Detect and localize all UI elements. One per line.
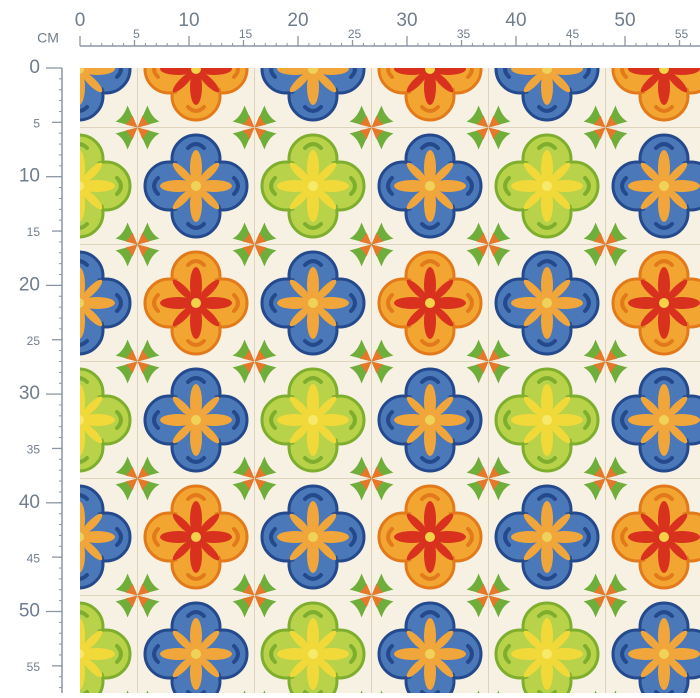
- top-tick-label: 30: [396, 10, 417, 31]
- tile-pattern: [80, 68, 700, 693]
- left-tick-label: 50: [19, 601, 40, 622]
- top-tick-label: 5: [133, 27, 140, 41]
- top-tick-label: 0: [75, 10, 86, 31]
- left-tick-label: 10: [19, 166, 40, 187]
- left-tick-label: 30: [19, 383, 40, 404]
- top-tick-label: 25: [348, 27, 362, 41]
- top-tick-label: 10: [178, 10, 199, 31]
- left-tick-label: 15: [27, 225, 41, 239]
- left-tick-label: 25: [27, 334, 41, 348]
- left-tick-label: 35: [27, 443, 41, 457]
- top-tick-label: 15: [239, 27, 253, 41]
- top-tick-label: 35: [457, 27, 471, 41]
- left-tick-label: 45: [27, 551, 41, 565]
- left-tick-label: 55: [27, 660, 41, 674]
- top-tick-label: 55: [675, 27, 689, 41]
- left-tick-label: 40: [19, 492, 40, 513]
- top-tick-label: 50: [614, 10, 635, 31]
- left-tick-label: 0: [29, 57, 40, 78]
- top-tick-label: 20: [287, 10, 308, 31]
- ruler-ticks: 0 5 10 15 20 25 30 35 40 45 50 55 0 5 10 15 20 25 30 35 40 45…: [19, 10, 691, 689]
- top-tick-label: 40: [505, 10, 526, 31]
- left-tick-label: 5: [33, 117, 40, 131]
- top-tick-label: 45: [566, 27, 580, 41]
- unit-label: CM: [37, 30, 59, 46]
- left-tick-label: 20: [19, 274, 40, 295]
